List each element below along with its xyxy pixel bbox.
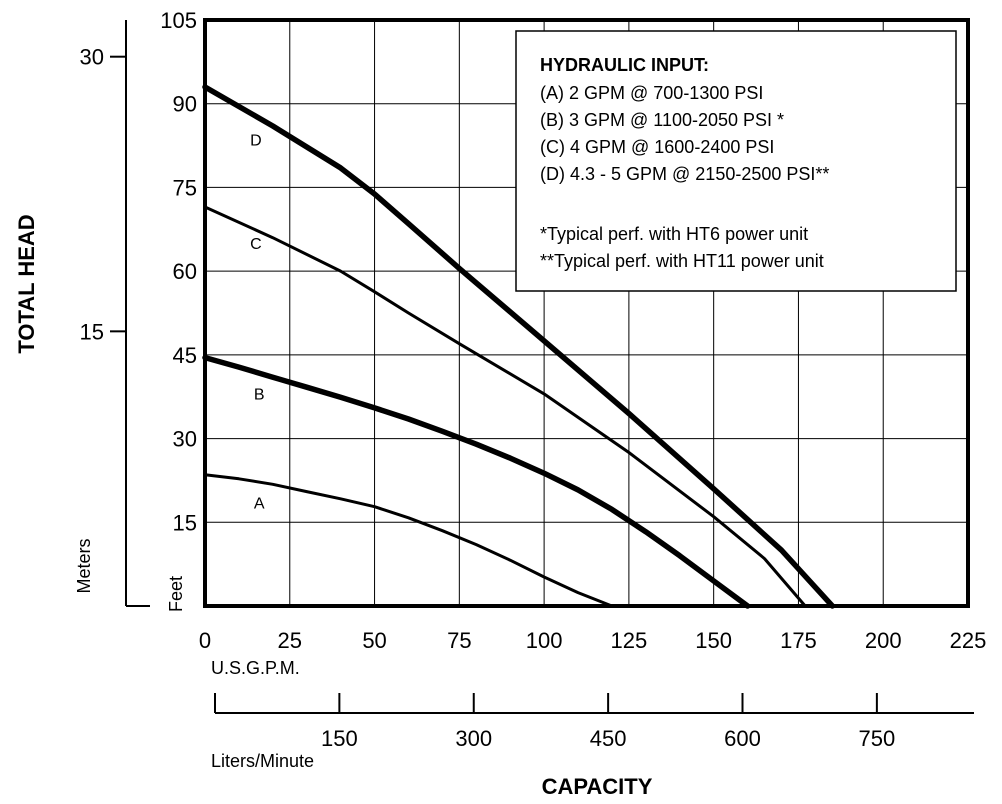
series-line-a [203,473,614,608]
x-unit-usgpm: U.S.G.P.M. [211,658,300,678]
legend-entry-d: (D) 4.3 - 5 GPM @ 2150-2500 PSI** [540,164,829,184]
y-unit-feet: Feet [166,576,186,612]
legend: HYDRAULIC INPUT: (A) 2 GPM @ 700-1300 PS… [515,30,957,292]
curves-layer: A B C D [202,84,836,609]
y-tick-label: 60 [173,259,197,284]
legend-box [515,30,957,292]
y-unit-meters: Meters [74,538,94,593]
liters-tick-label: 600 [724,726,761,751]
legend-entry-c: (C) 4 GPM @ 1600-2400 PSI [540,137,774,157]
y-tick-label: 90 [173,92,197,117]
x-tick-label: 0 [199,628,211,653]
y-axis-title: TOTAL HEAD [14,214,39,353]
x-tick-label: 75 [447,628,471,653]
legend-entry-b: (B) 3 GPM @ 1100-2050 PSI * [540,110,784,130]
series-line-c [203,205,807,608]
x-tick-label: 25 [278,628,302,653]
y-tick-label: 75 [173,175,197,200]
curve-label-c: C [250,236,262,253]
x-tick-label: 100 [526,628,563,653]
y-tick-label: 15 [173,510,197,535]
liters-tick-label: 750 [859,726,896,751]
legend-note-ht11: **Typical perf. with HT11 power unit [540,251,824,271]
x-axis-title: CAPACITY [542,774,653,799]
liters-tick-label: 300 [455,726,492,751]
series-line-d [202,84,836,609]
x-tick-label: 125 [611,628,648,653]
legend-entry-a: (A) 2 GPM @ 700-1300 PSI [540,83,763,103]
x-tick-label: 225 [950,628,987,653]
x-tick-label: 50 [362,628,386,653]
x-unit-liters: Liters/Minute [211,751,314,771]
y-tick-label: 30 [173,427,197,452]
legend-title: HYDRAULIC INPUT: [540,55,709,75]
x-tick-label: 150 [695,628,732,653]
plot-frame [203,18,970,608]
axes-layer: 15 30 45 60 75 90 105 0 25 50 75 100 125 150 175 200 225… [80,8,987,751]
meters-tick-label: 30 [80,45,104,70]
liters-tick-label: 450 [590,726,627,751]
curve-label-d: D [250,133,262,150]
meters-tick-label: 15 [80,319,104,344]
liters-tick-label: 150 [321,726,358,751]
x-tick-label: 200 [865,628,902,653]
y-tick-label: 105 [160,8,197,33]
curve-label-b: B [254,387,265,404]
x-tick-label: 175 [780,628,817,653]
legend-note-ht6: *Typical perf. with HT6 power unit [540,224,808,244]
y-tick-label: 45 [173,343,197,368]
curve-label-a: A [254,495,265,512]
series-line-b [202,354,751,609]
